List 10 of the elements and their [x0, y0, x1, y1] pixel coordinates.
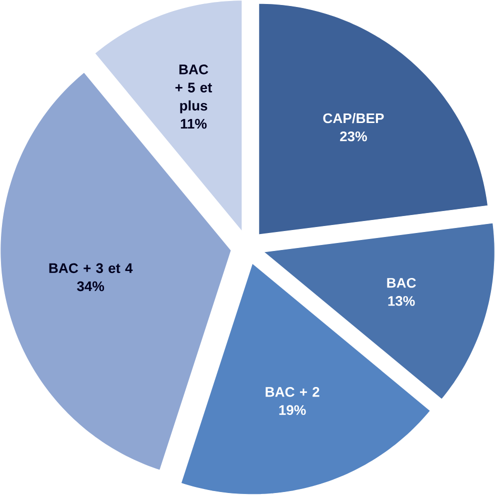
data-label: 23%	[340, 132, 367, 142]
data-label: 11%	[180, 119, 207, 129]
data-label: 13%	[388, 296, 415, 306]
slice-label: CAP/BEP	[323, 113, 384, 124]
slice-label: BAC	[387, 278, 416, 288]
slice-label: BAC + 2	[266, 387, 320, 397]
data-label: 19%	[279, 405, 306, 416]
slice-label: BAC + 3 et 4	[49, 263, 133, 274]
data-label: 34%	[77, 281, 104, 292]
slice-label: BAC + 5 et plus	[175, 64, 212, 114]
